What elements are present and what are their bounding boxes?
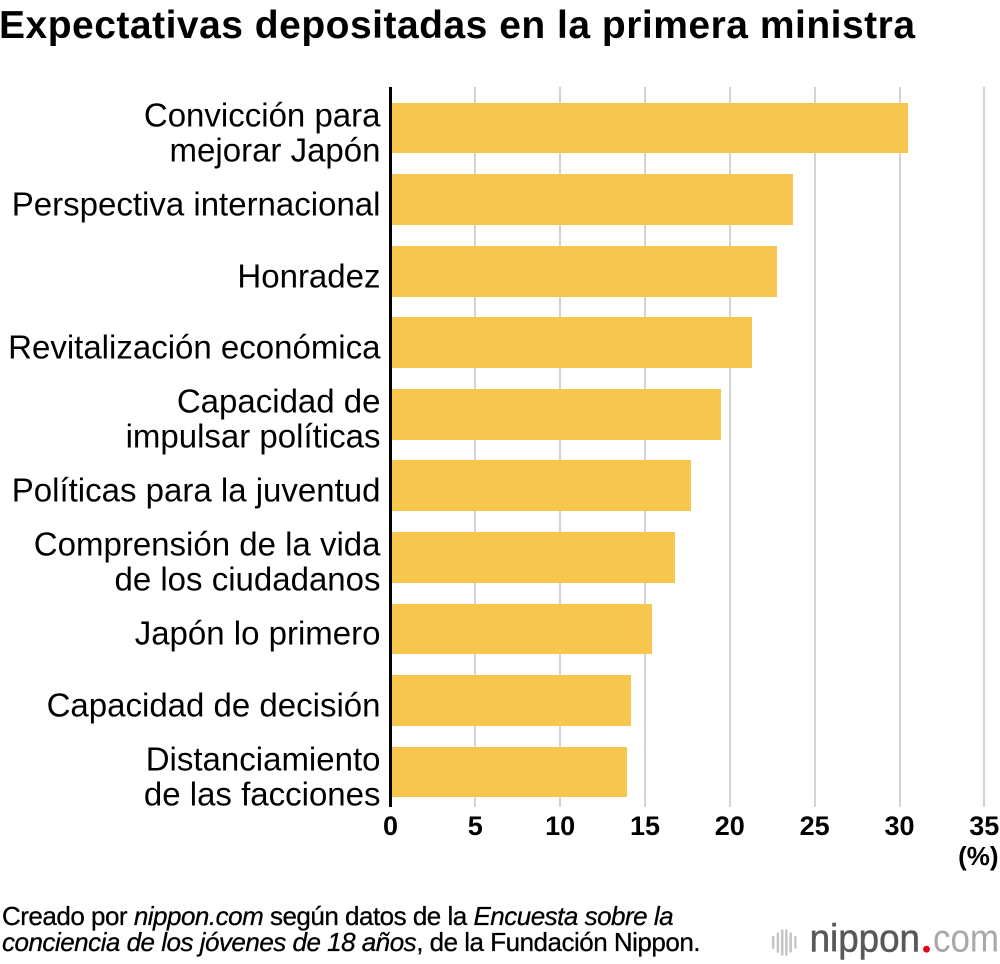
svg-text:com: com: [933, 917, 999, 960]
svg-text:nippon: nippon: [810, 917, 920, 960]
